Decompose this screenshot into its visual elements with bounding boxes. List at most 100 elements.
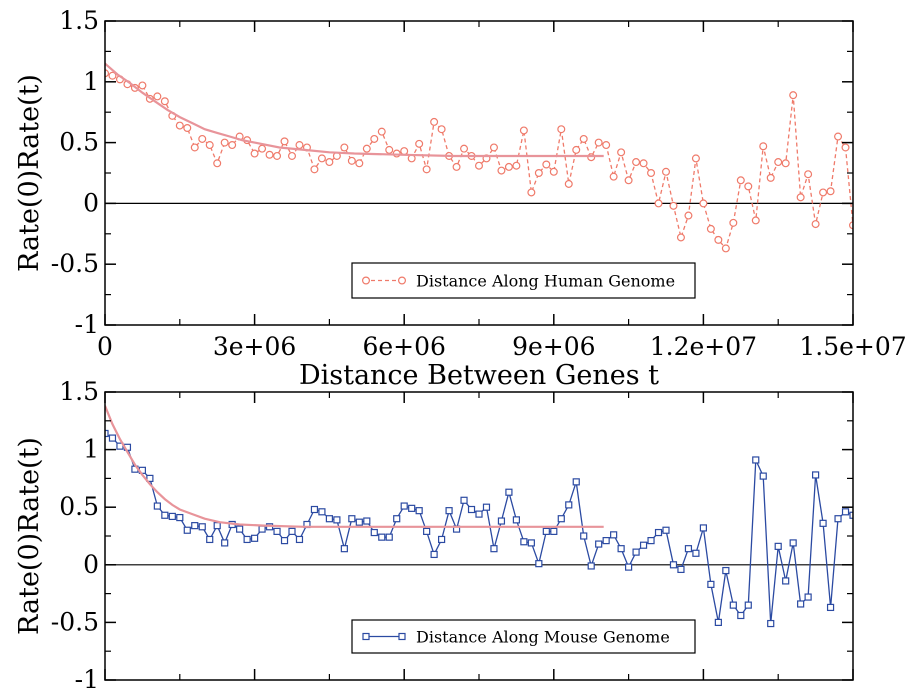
data-point-marker [258,144,267,153]
data-point-marker [251,534,259,542]
data-point-marker [310,505,319,514]
data-point-marker [415,507,423,515]
data-point-marker [639,159,648,168]
data-point-marker [422,165,431,174]
x-tick-label: 3e+06 [213,332,296,361]
data-point-marker [153,502,161,510]
data-point-marker [789,91,798,100]
mouse-genome-panel: -1 -0.5 0 0.5 1 1.5 Rate(0)Rate(t) Distance Alo… [14,377,854,693]
data-point-marker [647,169,656,178]
y-tick-label: -1 [75,310,99,339]
data-point-marker [699,524,708,532]
data-point-marker [295,141,304,150]
data-point-marker [490,545,498,553]
data-point-marker [841,508,850,516]
data-point-marker [647,537,655,545]
data-point-marker [527,188,536,197]
data-point-marker [175,121,184,130]
data-point-marker [797,600,805,608]
data-point-marker [213,522,221,530]
data-point-marker [206,535,214,544]
data-point-marker [176,513,184,522]
data-point-marker [729,601,737,609]
legend-label: Distance Along Mouse Genome [416,628,670,647]
data-point-marker [362,144,371,153]
data-point-marker [684,211,693,220]
data-point-marker [430,550,438,559]
data-point-marker [736,176,745,185]
data-point-marker [519,126,528,135]
fit-curve-line [105,62,604,158]
data-point-marker [535,560,543,568]
data-point-marker [445,507,453,515]
x-tick-label: 6e+06 [362,332,445,361]
data-point-marker [191,522,199,530]
data-point-marker [632,548,640,556]
data-point-marker [265,150,274,159]
data-point-marker [385,533,393,541]
legend: Distance Along Mouse Genome [351,619,696,654]
data-point-marker [325,158,334,167]
data-point-marker [385,145,394,154]
y-tick-label: 0.5 [59,128,99,157]
data-point-marker [617,148,626,157]
data-point-marker [654,199,663,208]
data-point-marker [161,511,169,519]
data-point-marker [849,511,853,519]
data-point-marker [550,527,558,535]
data-point-marker [579,134,588,143]
y-axis-title: Rate(0)Rate(t) [14,74,45,272]
fit-curve-line [105,405,604,528]
data-point-marker [759,142,768,151]
y-tick-label: 1.5 [59,6,99,35]
data-point-marker [220,138,229,147]
data-point-marker [347,156,356,165]
data-point-marker [280,137,289,146]
data-point-marker [213,159,222,168]
data-point-marker [317,154,326,163]
data-point-marker [250,149,259,158]
data-point-marker [408,504,416,512]
data-point-marker [841,143,850,152]
data-point-marker [557,515,565,523]
data-point-marker [377,127,386,136]
y-tick-label: 1 [83,435,99,464]
data-point-marker [183,124,192,133]
data-point-marker [714,235,723,244]
data-point-marker [707,580,715,588]
data-point-marker [310,165,319,174]
data-point-marker [400,502,408,510]
data-point-marker [804,170,813,179]
data-point-marker [108,71,117,80]
data-point-marker [676,233,685,242]
data-point-marker [632,158,641,167]
data-point-marker [811,220,820,229]
data-point-marker [774,542,782,550]
data-point-marker [767,619,775,628]
data-point-marker [834,515,842,523]
y-tick-label: 1.5 [59,377,99,406]
data-point-marker [512,516,521,524]
data-point-marker [236,525,244,533]
data-point-marker [105,69,109,78]
data-point-marker [782,577,790,585]
series-group [105,62,853,253]
data-point-marker [370,528,378,537]
data-point-marker [594,138,603,147]
data-point-marker [714,618,722,627]
data-point-marker [722,566,730,575]
data-point-marker [228,141,237,150]
legend-label: Distance Along Human Genome [416,272,675,291]
data-point-marker [205,141,214,150]
y-tick-label: 0 [83,188,99,217]
data-point-marker [295,535,304,544]
data-point-marker [706,224,715,233]
data-point-marker [423,527,431,535]
data-point-marker [497,166,506,175]
data-point-marker [378,533,386,541]
data-point-marker [811,471,820,479]
data-point-marker [160,97,169,106]
data-point-marker [489,143,498,152]
data-point-marker [677,565,685,574]
data-point-marker [721,244,730,253]
